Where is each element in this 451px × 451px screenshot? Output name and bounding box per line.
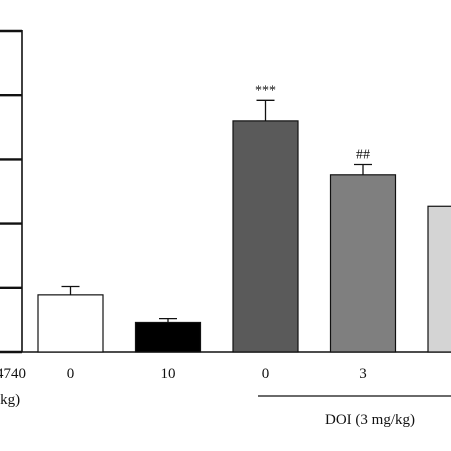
bar-1 — [134, 321, 202, 353]
group-label: DOI (3 mg/kg) — [325, 412, 415, 428]
x-tick-label-1: 10 — [161, 366, 176, 382]
row-label-line2: /kg) — [0, 392, 20, 408]
bars-layer — [37, 99, 451, 353]
labels-layer: 4740 /kg) DOI (3 mg/kg) 010***0##3#1 — [0, 83, 451, 428]
bar-4 — [427, 205, 451, 353]
bar-2 — [232, 120, 299, 353]
x-tick-label-3: 3 — [359, 366, 367, 382]
row-label-line1: 4740 — [0, 366, 26, 382]
bar-3 — [329, 174, 397, 353]
bar-0 — [37, 294, 104, 353]
x-tick-label-0: 0 — [67, 366, 75, 382]
significance-label-2: *** — [255, 83, 276, 98]
x-tick-label-2: 0 — [262, 366, 270, 382]
significance-label-3: ## — [356, 148, 370, 163]
